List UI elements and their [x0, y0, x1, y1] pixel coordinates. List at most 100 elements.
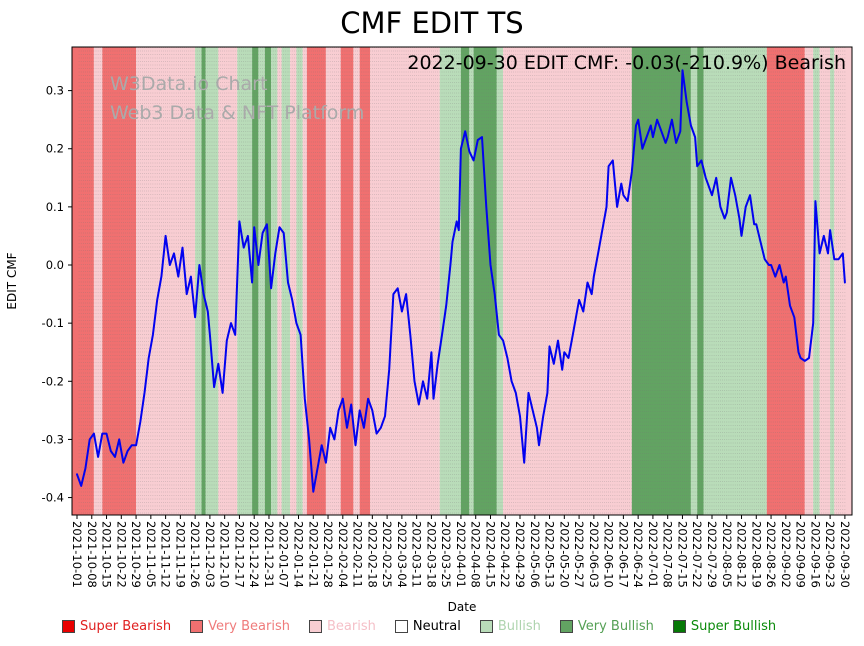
latest-value-annotation: 2022-09-30 EDIT CMF: -0.03(-210.9%) Bear…	[407, 52, 846, 74]
band-bearish	[302, 47, 307, 515]
band-bullish	[813, 47, 820, 515]
x-tick-label: 2022-05-06	[528, 521, 542, 588]
watermark-line1: W3Data.io Chart	[110, 73, 268, 95]
x-tick-label: 2021-11-19	[173, 521, 187, 588]
x-tick-label: 2022-07-01	[646, 521, 660, 588]
x-tick-label: 2021-11-05	[144, 521, 158, 588]
legend-label: Super Bullish	[690, 619, 777, 634]
band-bearish	[503, 47, 632, 515]
day-gridlines	[78, 47, 846, 515]
band-very_bullish	[473, 47, 497, 515]
x-tick-label: 2022-09-23	[823, 521, 837, 588]
y-tick-label: -0.1	[42, 316, 64, 330]
x-tick-label: 2022-09-16	[808, 521, 822, 588]
band-very_bullish	[460, 47, 470, 515]
x-tick-label: 2022-07-29	[705, 521, 719, 588]
x-tick-label: 2021-12-24	[247, 521, 261, 588]
plot-border	[71, 46, 853, 516]
band-bullish	[205, 47, 219, 515]
x-tick-label: 2022-03-25	[439, 521, 453, 588]
x-tick-label: 2022-04-29	[513, 521, 527, 588]
y-tick-label: 0.1	[46, 200, 64, 214]
legend-item-very-bullish: Very Bullish	[559, 619, 654, 634]
band-bearish	[804, 47, 814, 515]
x-tick-label: 2022-04-08	[469, 521, 483, 588]
x-tick-label: 2022-08-26	[764, 521, 778, 588]
band-bearish	[290, 47, 297, 515]
band-very_bearish	[72, 47, 94, 515]
y-tick-label: -0.3	[42, 432, 64, 446]
band-very_bullish	[264, 47, 272, 515]
band-very_bearish	[359, 47, 371, 515]
sentiment-legend: Super Bearish Very Bearish Bearish Neutral B…	[62, 619, 776, 634]
band-very_bullish	[697, 47, 704, 515]
very-bullish-swatch-icon	[559, 620, 573, 633]
legend-label: Super Bearish	[80, 619, 172, 634]
x-tick-label: 2022-09-30	[838, 521, 852, 588]
watermark-line2: Web3 Data & NFT Platform	[110, 101, 365, 124]
band-bullish	[281, 47, 290, 515]
band-bearish	[218, 47, 238, 515]
x-axis-label: Date	[448, 600, 477, 614]
x-tick-label: 2022-08-19	[749, 521, 763, 588]
legend-item-very-bearish: Very Bearish	[190, 619, 290, 634]
band-bearish	[834, 47, 852, 515]
x-tick-label: 2021-10-01	[70, 521, 84, 588]
x-tick-label: 2022-06-17	[616, 521, 630, 588]
band-very_bearish	[306, 47, 326, 515]
band-bearish	[819, 47, 831, 515]
chart-title: CMF EDIT TS	[340, 6, 524, 40]
x-tick-label: 2021-12-03	[203, 521, 217, 588]
cmf-line	[76, 69, 846, 493]
x-tick-label: 2022-09-02	[779, 521, 793, 588]
x-tick-label: 2022-05-20	[557, 521, 571, 588]
x-tick-label: 2022-08-05	[720, 521, 734, 588]
x-tick-label: 2022-03-11	[410, 521, 424, 588]
x-tick-label: 2022-01-07	[277, 521, 291, 588]
y-tick-label: 0.0	[46, 258, 64, 272]
band-bullish	[469, 47, 474, 515]
x-tick-label: 2022-06-03	[587, 521, 601, 588]
very-bearish-swatch-icon	[190, 620, 204, 633]
x-tick-label: 2021-12-10	[218, 521, 232, 588]
band-bullish	[271, 47, 278, 515]
band-bullish	[703, 47, 767, 515]
x-tick-label: 2022-01-14	[292, 521, 306, 588]
x-tick-label: 2022-06-10	[602, 521, 616, 588]
band-bearish	[93, 47, 103, 515]
legend-item-super-bearish: Super Bearish	[62, 619, 171, 634]
legend-label: Bullish	[497, 619, 541, 634]
band-bullish	[439, 47, 461, 515]
legend-item-super-bullish: Super Bullish	[672, 619, 777, 634]
x-tick-label: 2021-11-26	[188, 521, 202, 588]
legend-label: Neutral	[412, 619, 461, 634]
x-axis: 2021-10-01 2021-10-08 2021-10-15 2021-10-22…	[70, 515, 852, 588]
super-bullish-swatch-icon	[672, 620, 686, 633]
watermark: W3Data.io Chart Web3 Data & NFT Platform	[110, 70, 364, 127]
legend-item-neutral: Neutral	[394, 619, 461, 634]
x-tick-label: 2022-02-18	[365, 521, 379, 588]
band-bullish	[258, 47, 265, 515]
x-tick-label: 2022-08-12	[735, 521, 749, 588]
x-tick-label: 2022-03-04	[395, 521, 409, 588]
bullish-swatch-icon	[479, 620, 493, 633]
y-axis: 0.3 0.2 0.1 0.0 -0.1 -0.2 -0.3 -0.4	[42, 84, 72, 505]
super-bearish-swatch-icon	[62, 620, 75, 633]
x-tick-label: 2021-10-29	[129, 521, 143, 588]
band-bullish	[830, 47, 835, 515]
x-tick-label: 2022-02-25	[380, 521, 394, 588]
band-bullish	[237, 47, 253, 515]
band-very_bullish	[252, 47, 259, 515]
x-tick-label: 2022-07-08	[661, 521, 675, 588]
x-tick-label: 2022-01-21	[306, 521, 320, 588]
y-tick-label: -0.2	[42, 374, 64, 388]
y-tick-label: -0.4	[42, 491, 64, 505]
band-bullish	[296, 47, 303, 515]
x-tick-label: 2022-05-13	[543, 521, 557, 588]
x-tick-label: 2022-02-11	[351, 521, 365, 588]
x-tick-label: 2021-11-12	[159, 521, 173, 588]
legend-label: Bearish	[326, 619, 376, 634]
x-tick-label: 2022-01-28	[321, 521, 335, 588]
x-tick-label: 2021-10-15	[100, 521, 114, 588]
